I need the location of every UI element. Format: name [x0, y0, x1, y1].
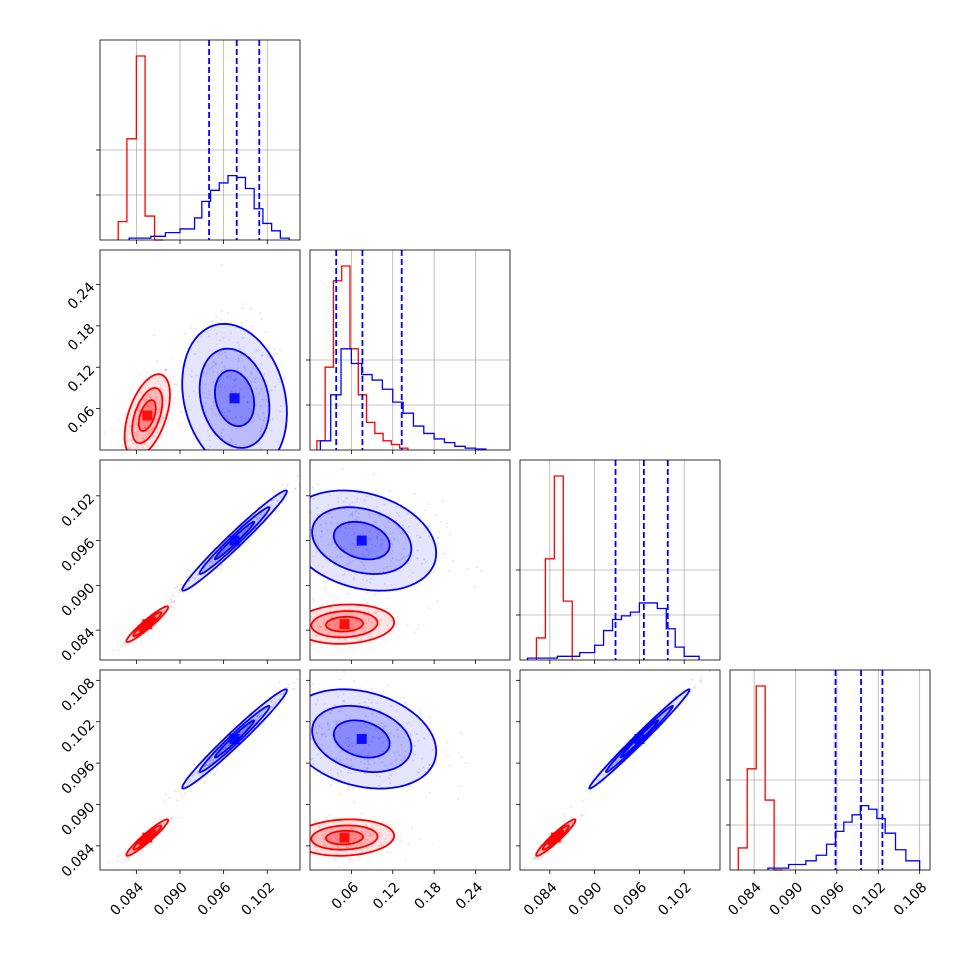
y-tick-label: 0.12 [65, 362, 98, 395]
panel-frame [519, 459, 721, 661]
contour-blue [181, 322, 288, 450]
x-tick-label: 0.090 [767, 879, 807, 919]
density-peak-red [142, 619, 153, 630]
y-tick-label: 0.06 [65, 404, 98, 437]
marginal-panel-p2 [306, 249, 511, 451]
x-tick-label: 0.096 [195, 879, 235, 919]
joint-panel-p2-p4 [309, 669, 511, 871]
contour-red [310, 603, 396, 645]
panel-content [310, 467, 483, 658]
joint-panel-p1-p3 [99, 459, 301, 661]
y-tick-label: 0.24 [65, 279, 98, 312]
histogram-blue [319, 348, 487, 450]
contour-blue [310, 489, 438, 592]
panel-frame [309, 669, 511, 871]
panel-frame [519, 669, 721, 871]
histogram-blue [767, 804, 921, 870]
panel-frame [99, 39, 301, 241]
panel-content [103, 264, 289, 450]
joint-panel-p2-p3 [309, 459, 511, 661]
panel-content [524, 670, 711, 869]
y-tick-label: 0.096 [59, 536, 99, 576]
density-peak-blue [356, 535, 367, 546]
y-tick-label: 0.084 [59, 841, 99, 881]
y-tick-label: 0.090 [59, 580, 99, 620]
density-peak-blue [229, 393, 240, 404]
histogram-blue [526, 602, 700, 660]
panel-frame [99, 459, 301, 661]
histogram-red [117, 55, 164, 241]
histogram-red [535, 475, 573, 660]
x-tick-label: 0.108 [891, 879, 931, 919]
x-tick-label: 0.24 [453, 879, 486, 912]
x-tick-label: 0.084 [725, 879, 765, 919]
panel-content [107, 678, 299, 864]
x-tick-label: 0.102 [655, 879, 695, 919]
density-peak-blue [229, 733, 240, 744]
marginal-panel-p3 [516, 459, 721, 661]
scatter-blue [310, 670, 467, 824]
x-tick-label: 0.084 [521, 879, 561, 919]
density-peak-blue [229, 535, 240, 546]
marginal-panel-p4 [726, 669, 931, 871]
density-peak-red [339, 832, 350, 843]
marginal-panel-p1 [96, 39, 301, 241]
x-tick-label: 0.096 [610, 879, 650, 919]
histogram-red [737, 685, 784, 871]
density-peak-blue [634, 733, 645, 744]
panel-frame [99, 669, 301, 871]
density-peak-red [550, 832, 561, 843]
joint-panel-p3-p4 [519, 669, 721, 871]
density-peak-red [142, 832, 153, 843]
x-tick-label: 0.102 [849, 879, 889, 919]
x-tick-label: 0.12 [370, 879, 403, 912]
x-tick-label: 0.102 [238, 879, 278, 919]
panel-content [310, 670, 467, 868]
x-tick-label: 0.090 [151, 879, 191, 919]
density-peak-red [339, 619, 350, 630]
x-tick-label: 0.090 [566, 879, 606, 919]
y-tick-label: 0.084 [59, 625, 99, 665]
panel-frame [309, 249, 511, 451]
x-tick-label: 0.06 [329, 879, 362, 912]
y-tick-label: 0.18 [65, 321, 98, 354]
panel-background [100, 460, 300, 660]
x-tick-label: 0.096 [808, 879, 848, 919]
contour-red [310, 818, 396, 857]
joint-panel-p1-p4 [99, 669, 301, 871]
y-tick-label: 0.096 [59, 758, 99, 798]
y-tick-label: 0.090 [59, 799, 99, 839]
y-tick-label: 0.102 [59, 717, 99, 757]
panel-frame [309, 459, 511, 661]
histogram-blue [128, 174, 290, 240]
x-tick-label: 0.084 [107, 879, 147, 919]
joint-panel-p1-p2 [99, 249, 301, 451]
y-tick-label: 0.108 [59, 675, 99, 715]
x-tick-label: 0.18 [412, 879, 445, 912]
density-peak-red [142, 410, 153, 421]
contour-blue [310, 688, 438, 790]
panel-frame [99, 249, 301, 451]
panel-content [113, 475, 300, 652]
panel-frame [729, 669, 931, 871]
density-peak-blue [356, 733, 367, 744]
y-tick-label: 0.102 [59, 491, 99, 531]
